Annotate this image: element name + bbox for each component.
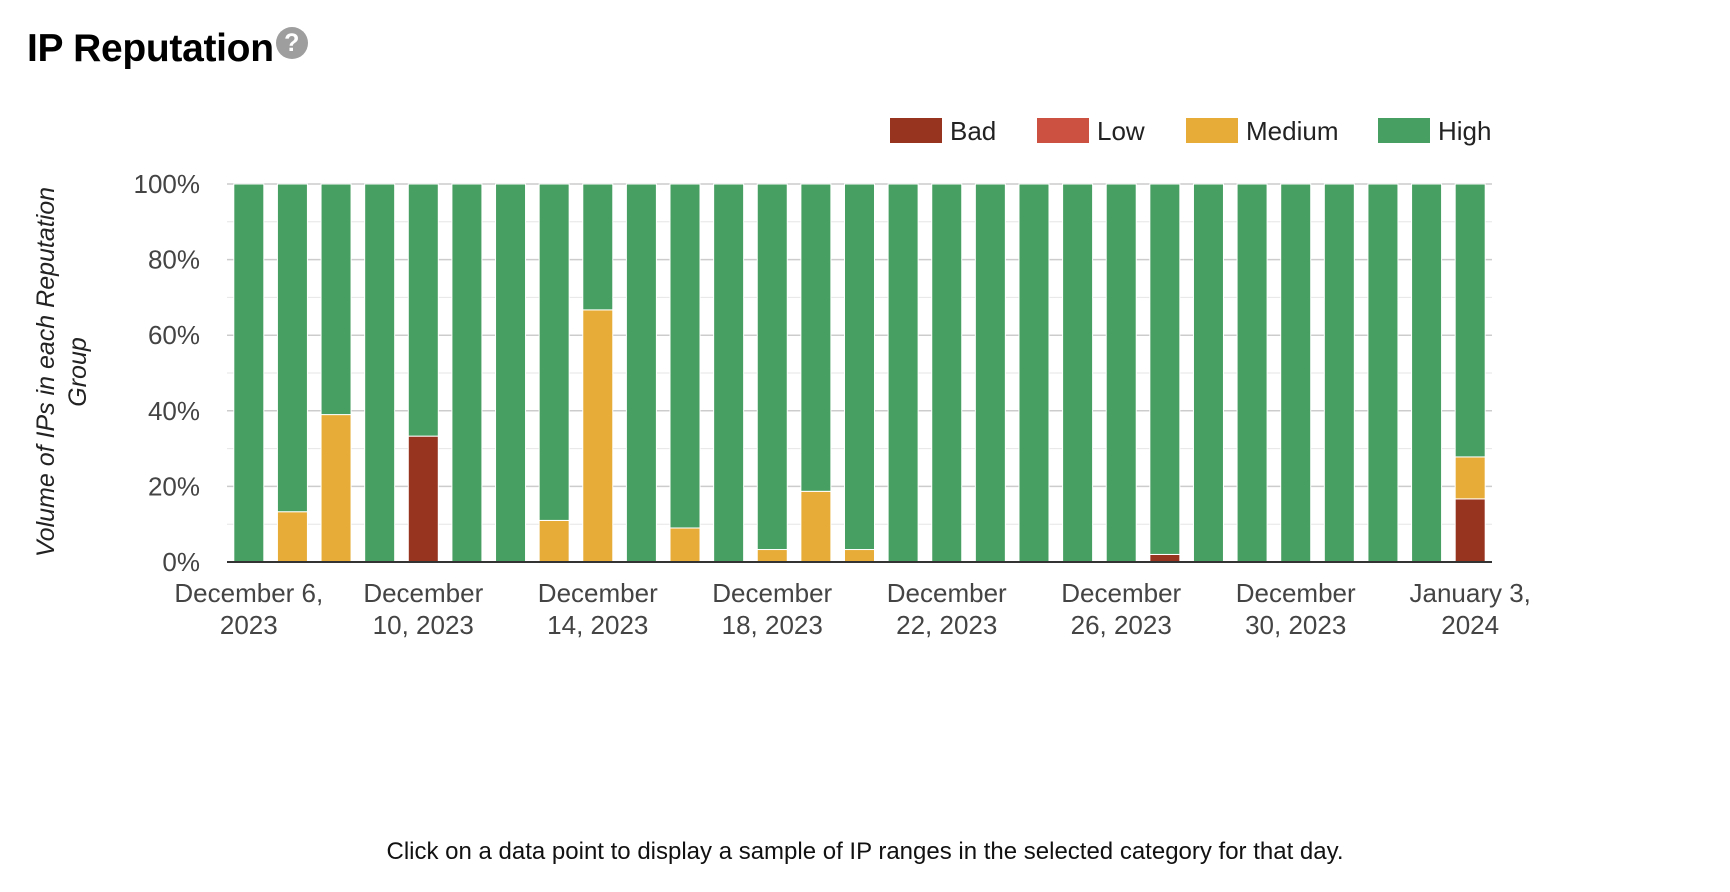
bar-high[interactable] (1105, 183, 1137, 563)
axis-layer: 0% 20% 40% 60% 80% 100% December 6, 2023 Decembe… (32, 169, 1531, 640)
legend-item-bad[interactable]: Bad (890, 116, 996, 146)
x-tick-label: December 14, 2023 (538, 578, 658, 640)
bar-high[interactable] (844, 183, 875, 551)
x-tick-label: December 10, 2023 (363, 578, 483, 640)
legend-label: Bad (950, 116, 996, 146)
legend-label: High (1438, 116, 1491, 146)
x-tick-label: December 6, 2023 (174, 578, 323, 640)
bar-high[interactable] (1280, 183, 1312, 563)
y-tick-label: 60% (148, 320, 200, 350)
bar-high[interactable] (538, 183, 570, 521)
bar-high[interactable] (495, 183, 527, 563)
x-tick-label: December 26, 2023 (1061, 578, 1181, 640)
y-tick-label: 0% (162, 547, 200, 577)
bar-high[interactable] (974, 183, 1006, 563)
y-axis-title: Volume of IPs in each Reputation Group (32, 187, 92, 557)
bar-bad[interactable] (1149, 553, 1181, 563)
bar-high[interactable] (800, 183, 832, 492)
bar-high[interactable] (582, 183, 614, 311)
legend-item-medium[interactable]: Medium (1186, 116, 1338, 146)
bar-high[interactable] (625, 183, 657, 563)
bar-high[interactable] (931, 183, 963, 563)
bar-high[interactable] (713, 183, 745, 563)
bar-high[interactable] (407, 183, 439, 437)
legend-swatch (1186, 118, 1238, 143)
reputation-chart: 0% 20% 40% 60% 80% 100% December 6, 2023 Decembe… (32, 116, 1531, 640)
bar-medium[interactable] (1454, 456, 1486, 500)
y-tick-label: 80% (148, 245, 200, 275)
bar-medium[interactable] (538, 519, 570, 563)
bar-bad[interactable] (407, 435, 439, 563)
bar-high[interactable] (364, 183, 396, 563)
title-row: IP Reputation ? (27, 22, 308, 76)
page-title: IP Reputation (27, 27, 274, 70)
bar-high[interactable] (756, 183, 788, 551)
bar-high[interactable] (1236, 183, 1268, 563)
bar-high[interactable] (1411, 183, 1443, 563)
bar-high[interactable] (1323, 183, 1355, 563)
legend-item-low[interactable]: Low (1037, 116, 1145, 146)
bar-medium[interactable] (582, 309, 614, 563)
y-tick-label: 20% (148, 471, 200, 501)
bar-high[interactable] (320, 183, 352, 416)
bar-high[interactable] (1149, 183, 1181, 555)
legend-label: Medium (1246, 116, 1338, 146)
bar-high[interactable] (451, 183, 483, 563)
bar-medium[interactable] (320, 414, 352, 563)
bar-medium[interactable] (844, 549, 875, 563)
question-circle-icon[interactable]: ? (275, 27, 308, 59)
bar-high[interactable] (1062, 183, 1094, 563)
x-tick-label: December 30, 2023 (1236, 578, 1356, 640)
bar-high[interactable] (1367, 183, 1399, 563)
bar-high[interactable] (276, 183, 308, 513)
bar-high[interactable] (1018, 183, 1050, 563)
bar-medium[interactable] (669, 527, 701, 563)
bars-layer (233, 183, 1486, 563)
footer-note: Click on a data point to display a sampl… (386, 838, 1344, 865)
x-tick-label: January 3, 2024 (1409, 578, 1530, 640)
bar-medium[interactable] (800, 490, 832, 563)
y-tick-label: 100% (134, 169, 201, 199)
bar-high[interactable] (233, 183, 265, 563)
bar-medium[interactable] (276, 511, 308, 563)
legend-swatch (890, 118, 942, 143)
legend-label: Low (1097, 116, 1145, 146)
bar-high[interactable] (1454, 183, 1486, 458)
bar-high[interactable] (1192, 183, 1224, 563)
y-tick-label: 40% (148, 396, 200, 426)
legend-swatch (1037, 118, 1089, 143)
bar-medium[interactable] (756, 549, 788, 563)
x-tick-label: December 22, 2023 (887, 578, 1007, 640)
bar-high[interactable] (669, 183, 701, 529)
legend: Bad Low Medium High (890, 116, 1491, 146)
bar-high[interactable] (887, 183, 919, 563)
legend-item-high[interactable]: High (1378, 116, 1491, 146)
legend-swatch (1378, 118, 1430, 143)
x-tick-label: December 18, 2023 (712, 578, 832, 640)
bar-bad[interactable] (1454, 498, 1486, 563)
